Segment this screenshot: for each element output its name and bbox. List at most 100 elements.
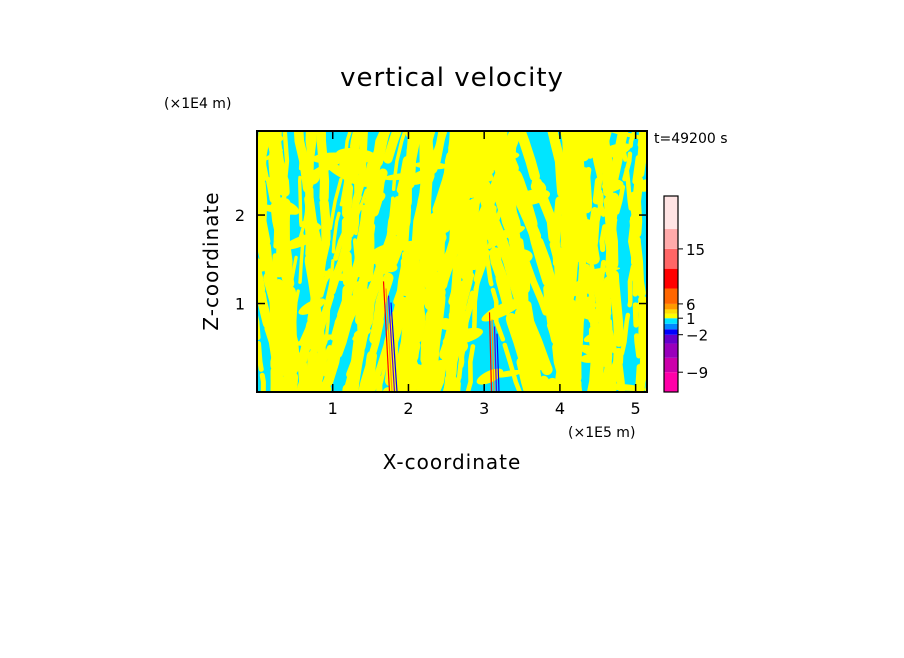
core-filament bbox=[493, 326, 498, 392]
x-tick-label: 5 bbox=[631, 399, 641, 418]
positive-cell bbox=[601, 179, 624, 192]
positive-cell bbox=[468, 167, 494, 178]
x-unit-label: (×1E5 m) bbox=[568, 425, 635, 441]
colorbar-segment bbox=[664, 248, 678, 269]
positive-cell bbox=[572, 302, 601, 321]
positive-cell bbox=[257, 258, 270, 273]
positive-cell bbox=[438, 317, 454, 330]
colorbar-segment bbox=[664, 357, 678, 373]
colorbar-segment bbox=[664, 229, 678, 249]
colorbar-label: 15 bbox=[686, 241, 705, 259]
positive-band bbox=[455, 131, 518, 392]
y-tick-label: 2 bbox=[235, 206, 245, 225]
y-tick-label: 1 bbox=[235, 295, 245, 314]
positive-band bbox=[581, 131, 604, 392]
colorbar-label: −9 bbox=[686, 364, 708, 382]
positive-cell bbox=[282, 232, 320, 250]
positive-cell bbox=[408, 169, 433, 185]
colorbar-segment bbox=[664, 318, 678, 324]
positive-cell bbox=[552, 249, 596, 262]
positive-cell bbox=[343, 203, 374, 214]
positive-cell bbox=[414, 161, 449, 170]
positive-cell bbox=[583, 330, 606, 343]
positive-cell bbox=[563, 277, 597, 297]
positive-cell bbox=[295, 334, 335, 346]
convective-cores bbox=[382, 281, 500, 392]
positive-cell bbox=[262, 175, 283, 188]
colorbar-segment bbox=[664, 372, 678, 392]
positive-cell bbox=[318, 270, 353, 282]
chart-title: vertical velocity bbox=[340, 63, 564, 93]
positive-cell bbox=[438, 207, 473, 225]
colorbar-label: 6 bbox=[686, 296, 696, 314]
x-tick-label: 4 bbox=[555, 399, 565, 418]
colorbar-segment bbox=[664, 334, 678, 344]
positive-cell bbox=[262, 131, 284, 142]
core-filament bbox=[496, 333, 500, 392]
y-axis: 12 bbox=[235, 206, 647, 314]
x-axis-label: X-coordinate bbox=[383, 450, 522, 474]
positive-cell bbox=[442, 327, 483, 346]
positive-cell bbox=[352, 328, 371, 341]
colorbar-segment bbox=[664, 288, 678, 304]
core-filament bbox=[488, 312, 493, 392]
colorbar-segment bbox=[664, 196, 678, 230]
colorbar-segment bbox=[664, 309, 678, 314]
x-tick-label: 2 bbox=[403, 399, 413, 418]
positive-cell bbox=[599, 143, 631, 159]
positive-cell bbox=[494, 225, 526, 240]
time-label: t=49200 s bbox=[654, 131, 728, 147]
positive-cell bbox=[476, 150, 520, 162]
y-axis-label: Z-coordinate bbox=[199, 191, 223, 330]
positive-cell bbox=[481, 298, 525, 322]
positive-cell bbox=[476, 368, 504, 385]
colorbar-segment bbox=[664, 268, 678, 289]
positive-band bbox=[257, 131, 268, 392]
colorbar-frame bbox=[663, 195, 679, 393]
colorbar: 15 61−2 −9 bbox=[663, 195, 708, 393]
core-filament bbox=[382, 281, 391, 392]
positive-velocity-bands bbox=[257, 131, 647, 392]
positive-cell bbox=[304, 170, 320, 185]
positive-cell bbox=[298, 298, 326, 315]
positive-cell bbox=[404, 363, 429, 378]
x-tick-label: 3 bbox=[479, 399, 489, 418]
colorbar-segment bbox=[664, 329, 678, 335]
positive-cell bbox=[586, 267, 621, 273]
colorbar-label: 1 bbox=[686, 310, 696, 328]
colorbar-segment bbox=[664, 323, 678, 330]
positive-cell bbox=[262, 149, 284, 161]
positive-cell bbox=[530, 180, 547, 195]
positive-cell bbox=[402, 240, 441, 260]
y-unit-label: (×1E4 m) bbox=[164, 96, 231, 112]
positive-cell bbox=[383, 172, 418, 181]
x-axis: 1 2 3 4 5 bbox=[328, 131, 641, 418]
positive-cell bbox=[300, 220, 322, 231]
positive-cell bbox=[363, 191, 386, 207]
positive-cell bbox=[366, 243, 398, 265]
core-filament bbox=[390, 302, 398, 392]
positive-cell bbox=[325, 163, 369, 187]
positive-cell bbox=[598, 383, 646, 391]
positive-band bbox=[318, 131, 391, 392]
positive-band bbox=[428, 131, 485, 392]
positive-cell bbox=[405, 131, 421, 141]
positive-cell bbox=[558, 274, 574, 288]
plot-frame bbox=[256, 130, 648, 393]
positive-band bbox=[629, 131, 647, 392]
positive-band bbox=[395, 131, 477, 392]
colorbar-label: −2 bbox=[686, 327, 708, 345]
positive-cell bbox=[580, 131, 600, 143]
positive-cell bbox=[606, 131, 647, 141]
positive-cell bbox=[637, 179, 647, 192]
core-filament bbox=[491, 319, 495, 392]
positive-cell bbox=[278, 200, 300, 215]
x-tick-label: 1 bbox=[328, 399, 338, 418]
core-filament bbox=[385, 288, 393, 392]
plot-area bbox=[257, 131, 647, 392]
positive-band bbox=[583, 131, 605, 392]
positive-cell bbox=[257, 203, 295, 215]
positive-band bbox=[293, 131, 323, 392]
positive-cell bbox=[492, 370, 523, 378]
